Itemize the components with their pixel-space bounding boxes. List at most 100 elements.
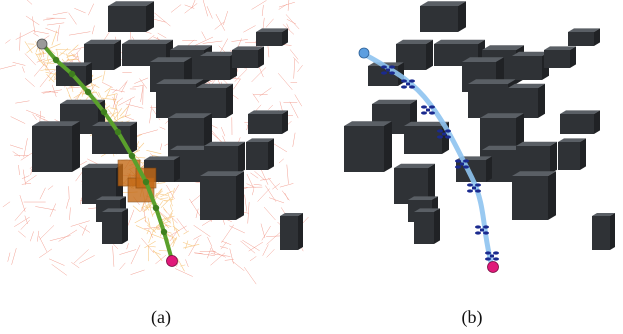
tree-edge	[293, 57, 300, 64]
obstacle-top	[558, 138, 586, 142]
drone-rotor	[421, 105, 427, 109]
obstacle-side	[72, 121, 80, 172]
dense-tree-edge	[75, 87, 84, 102]
drone-body	[490, 254, 494, 258]
drone-icon	[485, 251, 499, 261]
obstacle-top	[480, 113, 524, 118]
tree-edge	[249, 256, 257, 262]
dense-tree-edge	[104, 86, 112, 93]
drone-rotor	[493, 257, 499, 261]
drone-icon	[381, 65, 395, 75]
tree-edge	[252, 189, 255, 196]
tree-edge	[18, 230, 26, 238]
tree-edge	[261, 225, 271, 241]
tree-edge	[233, 78, 241, 90]
dense-tree-edge	[60, 52, 66, 55]
obstacle-top	[144, 156, 180, 160]
tree-edge	[119, 262, 126, 270]
dense-tree-edge	[37, 58, 47, 68]
dense-tree-edge	[148, 227, 155, 244]
dense-tree-edge	[142, 205, 149, 213]
tree-edge	[112, 245, 115, 267]
tree-edge	[184, 3, 198, 14]
tree-edge	[15, 100, 30, 104]
drone-body	[460, 162, 464, 166]
tree-edge	[278, 3, 288, 10]
dense-tree-edge	[26, 43, 39, 54]
drone-icon	[421, 105, 435, 115]
tree-edge	[48, 258, 65, 266]
tree-edge	[206, 6, 213, 19]
tree-edge	[184, 4, 195, 9]
tree-edge	[132, 85, 144, 88]
tree-edge	[33, 30, 49, 35]
tree-edge	[169, 231, 178, 242]
tree-edge	[41, 90, 52, 93]
tree-edge	[278, 158, 284, 164]
tree-edge	[265, 185, 277, 202]
drone-rotor	[483, 225, 489, 229]
tree-edge	[24, 53, 37, 66]
drone-icon	[455, 159, 469, 169]
tree-edge	[248, 241, 264, 252]
obstacle-top	[512, 51, 549, 56]
tree-edge	[202, 40, 223, 44]
tree-edge	[47, 185, 54, 190]
tree-edge	[12, 151, 21, 157]
obstacle-top	[256, 28, 288, 32]
tree-edge	[91, 25, 95, 35]
tree-edge	[23, 138, 28, 158]
tree-edge	[279, 101, 283, 112]
goal-marker	[487, 261, 499, 273]
obstacle-box	[560, 114, 594, 134]
tree-edge	[24, 78, 35, 87]
dense-tree-edge	[40, 68, 49, 71]
dense-tree-edge	[159, 212, 172, 224]
tree-edge	[74, 8, 86, 14]
tree-edge	[7, 252, 11, 262]
tree-edge	[136, 129, 158, 136]
tree-edge	[2, 201, 11, 208]
obstacle-top	[168, 113, 212, 118]
tree-edge	[263, 206, 276, 221]
dense-tree-edge	[151, 233, 166, 240]
obstacle-top	[204, 141, 245, 146]
drone-rotor	[455, 165, 461, 169]
tree-edge	[174, 268, 193, 277]
path-node	[114, 128, 122, 136]
tree-edge	[243, 25, 256, 33]
tree-edge	[221, 224, 234, 243]
tree-edge	[219, 38, 229, 54]
obstacle-top	[394, 163, 435, 168]
tree-edge	[254, 170, 266, 181]
tree-edge	[210, 253, 231, 257]
obstacle-top	[396, 39, 433, 44]
dense-tree-edge	[135, 225, 150, 232]
drone-rotor	[381, 65, 387, 69]
tree-edge	[286, 23, 290, 30]
tree-edge	[272, 183, 281, 190]
obstacle-side	[594, 28, 600, 46]
obstacle-top	[248, 110, 288, 114]
tree-edge	[257, 188, 270, 202]
tree-edge	[52, 11, 68, 16]
tree-edge	[173, 184, 179, 193]
tree-edge	[153, 18, 167, 23]
drone-markers	[381, 65, 499, 261]
drone-rotor	[401, 85, 407, 89]
panel-a-scene	[0, 0, 309, 285]
tree-edge	[68, 12, 77, 25]
tree-edge	[101, 82, 113, 88]
obstacle-box	[200, 176, 236, 220]
dense-tree-edge	[66, 53, 69, 60]
tree-edge	[293, 58, 296, 79]
obstacle-top	[200, 51, 237, 56]
obstacle-top	[246, 138, 274, 142]
tree-edge	[112, 88, 118, 94]
tree-edge	[153, 36, 161, 41]
tree-edge	[266, 230, 283, 245]
drone-rotor	[467, 183, 473, 187]
tree-edge	[14, 216, 30, 227]
tree-edge	[39, 70, 53, 88]
tree-edge	[247, 202, 250, 224]
